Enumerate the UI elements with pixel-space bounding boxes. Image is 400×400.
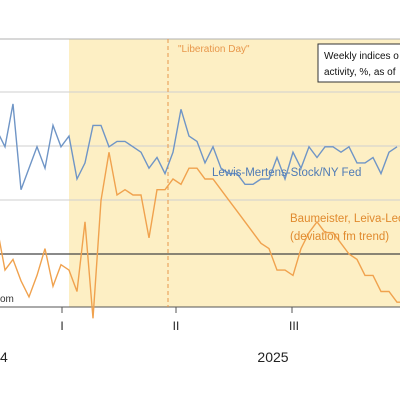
- source-fragment: om: [0, 294, 14, 305]
- x-tick-label-3: III: [289, 319, 299, 333]
- baumeister-series-line: [0, 152, 400, 319]
- legend-box-line-2: activity, %, as of: [324, 67, 396, 78]
- lewis-series-label: Lewis-Mertens-Stock/NY Fed: [212, 167, 361, 179]
- baumeister-series-label-2: (deviation fm trend): [290, 231, 389, 243]
- legend-box-line-1: Weekly indices o: [324, 51, 399, 62]
- legend-box: [317, 43, 400, 83]
- liberation-day-label: "Liberation Day": [178, 44, 250, 55]
- x-tick-label-1: I: [60, 319, 63, 333]
- year-label-2024: 4: [0, 349, 8, 365]
- baumeister-series-label: Baumeister, Leiva-Leo: [290, 213, 400, 225]
- x-tick-label-2: II: [173, 319, 180, 333]
- lewis-series-line: [0, 103, 398, 190]
- year-label-2025: 2025: [257, 349, 288, 365]
